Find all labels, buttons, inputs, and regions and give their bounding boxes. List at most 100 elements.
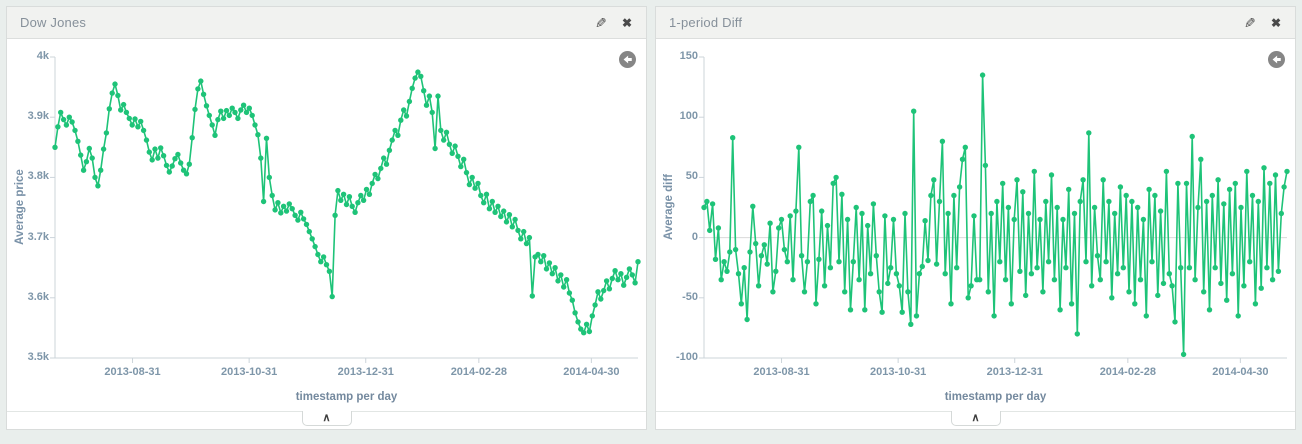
data-point[interactable] [635,259,641,265]
data-point[interactable] [432,145,438,152]
data-point[interactable] [92,174,98,181]
data-point[interactable] [618,271,624,277]
data-point[interactable] [443,129,450,135]
data-point[interactable] [1140,216,1147,223]
data-point[interactable] [951,192,957,199]
data-point[interactable] [175,151,181,158]
data-point[interactable] [55,124,61,130]
data-point[interactable] [329,293,335,300]
data-point[interactable] [509,224,515,230]
data-point[interactable] [403,113,410,119]
data-point[interactable] [787,213,793,219]
data-point[interactable] [753,240,759,247]
data-point[interactable] [303,221,310,228]
data-point[interactable] [971,213,977,219]
data-point[interactable] [406,98,413,105]
data-point[interactable] [438,127,444,134]
data-point[interactable] [1203,198,1210,205]
data-point[interactable] [1244,168,1250,175]
data-point[interactable] [956,184,963,190]
data-point[interactable] [888,265,894,271]
data-point[interactable] [896,283,902,289]
data-point[interactable] [931,177,937,183]
data-point[interactable] [1252,301,1259,307]
data-point[interactable] [258,155,264,161]
data-point[interactable] [249,112,255,119]
data-point[interactable] [252,122,258,128]
data-point[interactable] [798,253,805,259]
data-point[interactable] [1048,172,1055,178]
data-point[interactable] [401,107,407,113]
data-point[interactable] [1117,184,1124,190]
data-point[interactable] [552,265,558,271]
data-point[interactable] [89,155,95,161]
data-point[interactable] [1031,168,1037,175]
data-point[interactable] [885,280,891,287]
data-point[interactable] [315,251,321,258]
data-point[interactable] [1163,168,1170,175]
data-point[interactable] [118,107,124,113]
data-point[interactable] [589,313,595,319]
data-point[interactable] [1261,165,1267,171]
data-point[interactable] [1005,204,1012,211]
data-point[interactable] [418,73,424,79]
data-point[interactable] [1258,285,1264,291]
data-point[interactable] [335,187,341,194]
data-point[interactable] [1166,271,1172,277]
data-point[interactable] [238,107,244,113]
data-point[interactable] [609,275,615,282]
data-point[interactable] [1057,307,1063,313]
data-point[interactable] [1267,180,1273,187]
data-point[interactable] [819,208,825,214]
data-point[interactable] [1008,301,1014,307]
data-point[interactable] [962,144,968,150]
data-point[interactable] [523,240,530,247]
data-point[interactable] [747,249,753,255]
data-point[interactable] [1221,201,1227,207]
data-point[interactable] [220,115,227,122]
data-point[interactable] [1278,210,1284,217]
data-point[interactable] [263,135,270,141]
data-point[interactable] [890,216,897,223]
data-point[interactable] [1011,216,1017,223]
data-point[interactable] [312,243,318,250]
data-point[interactable] [66,114,72,120]
data-point[interactable] [721,259,727,265]
data-point[interactable] [810,192,816,199]
data-point[interactable] [541,253,547,259]
data-point[interactable] [979,72,986,78]
data-point[interactable] [1206,307,1213,313]
data-point[interactable] [1160,280,1167,287]
data-point[interactable] [309,236,315,242]
data-point[interactable] [481,200,487,206]
data-point[interactable] [1241,283,1247,289]
data-point[interactable] [954,265,960,271]
data-point[interactable] [452,143,458,149]
data-point[interactable] [1040,289,1046,295]
data-point[interactable] [172,156,178,162]
data-point[interactable] [1034,265,1040,271]
data-point[interactable] [773,268,779,274]
data-point[interactable] [758,253,765,259]
data-point[interactable] [1215,177,1221,183]
data-point[interactable] [1074,331,1080,337]
data-point[interactable] [372,171,378,178]
data-point[interactable] [200,91,207,97]
data-point[interactable] [1077,198,1083,205]
data-point[interactable] [1014,177,1020,183]
data-point[interactable] [63,122,70,128]
data-point[interactable] [916,271,923,277]
data-point[interactable] [215,116,221,123]
data-point[interactable] [483,191,490,197]
data-point[interactable] [1112,210,1118,217]
data-point[interactable] [913,313,920,319]
data-point[interactable] [558,272,564,278]
data-point[interactable] [332,212,338,218]
data-point[interactable] [1103,259,1109,265]
data-point[interactable] [160,153,167,159]
data-point[interactable] [529,293,535,299]
data-point[interactable] [375,175,381,182]
data-point[interactable] [363,186,370,193]
data-point[interactable] [498,213,504,220]
data-point[interactable] [120,101,127,108]
